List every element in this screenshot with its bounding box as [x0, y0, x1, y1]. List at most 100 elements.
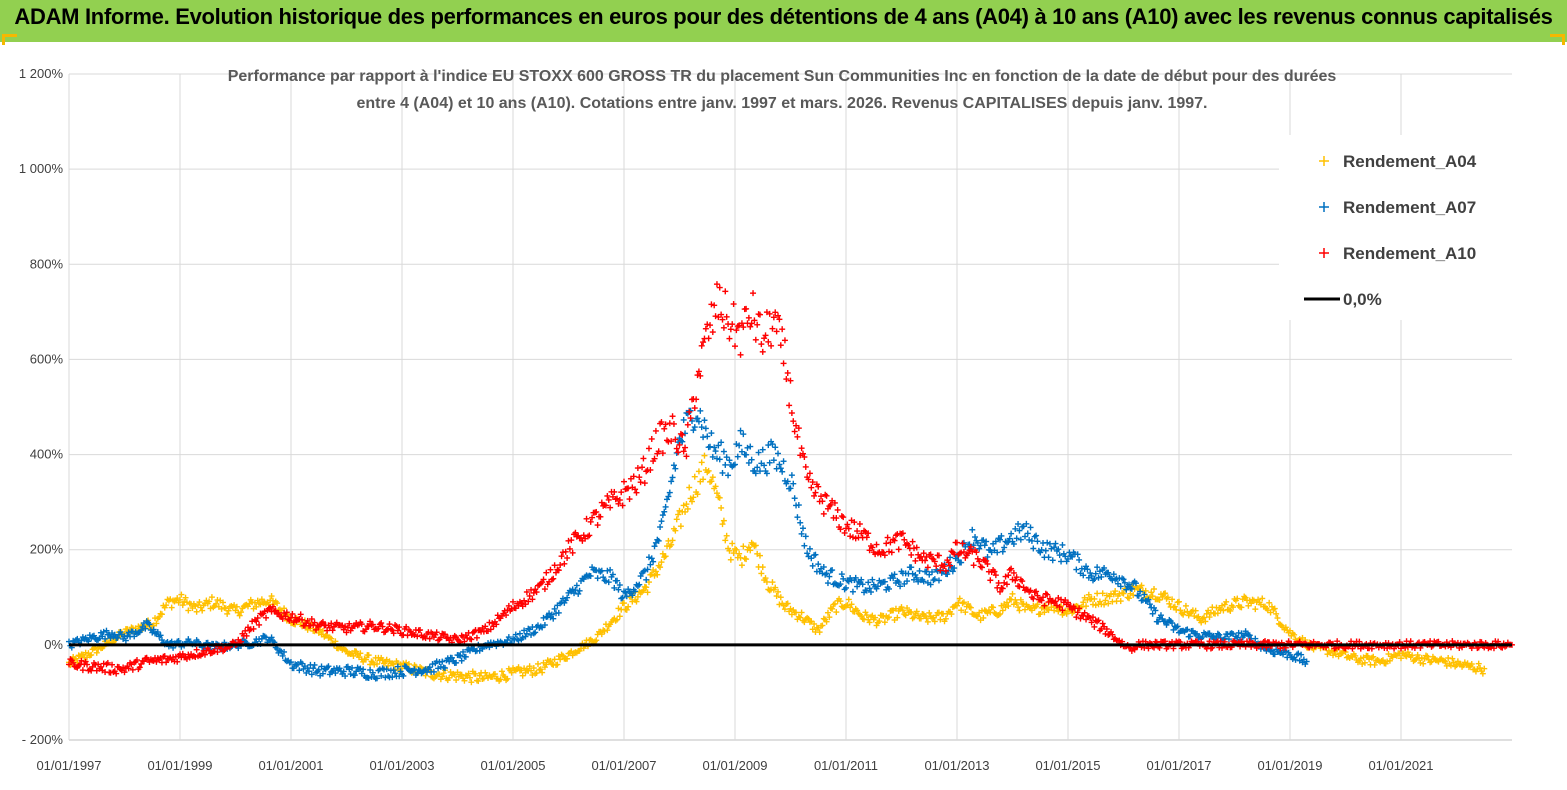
chart-title-line2: entre 4 (A04) et 10 ans (A10). Cotations… [357, 95, 1208, 112]
point-rendement-a04 [657, 564, 664, 571]
point-rendement-a04 [962, 609, 969, 616]
point-rendement-a04 [1142, 587, 1149, 594]
point-rendement-a04 [673, 516, 680, 523]
point-rendement-a04 [775, 588, 782, 595]
point-rendement-a04 [904, 605, 911, 612]
point-rendement-a04 [621, 600, 627, 607]
y-axis-ticks: 1 200% 1 000% 800% 600% 400% 200% 0% - 200% [19, 66, 64, 747]
legend-item: Rendement_A04 [1319, 152, 1477, 171]
point-rendement-a04 [1159, 594, 1166, 601]
point-rendement-a04 [508, 669, 515, 676]
point-rendement-a04 [1169, 596, 1176, 603]
point-rendement-a04 [684, 505, 691, 512]
point-rendement-a04 [683, 501, 690, 508]
point-rendement-a04 [956, 595, 963, 602]
point-rendement-a04 [733, 546, 740, 553]
point-rendement-a04 [551, 656, 558, 663]
point-rendement-a04 [1126, 595, 1133, 602]
point-rendement-a04 [1177, 607, 1184, 614]
y-tick-label: - 200% [22, 732, 64, 747]
point-rendement-a04 [1364, 652, 1371, 659]
point-rendement-a04 [756, 552, 763, 559]
x-tick-label: 01/01/2003 [369, 758, 434, 773]
y-tick-label: 1 200% [19, 66, 64, 81]
point-rendement-a04 [643, 584, 650, 591]
x-tick-label: 01/01/2009 [702, 758, 767, 773]
point-rendement-a04 [926, 609, 933, 616]
point-rendement-a04 [997, 610, 1004, 617]
point-rendement-a04 [274, 600, 281, 607]
point-rendement-a04 [974, 613, 981, 620]
point-rendement-a04 [1105, 600, 1112, 607]
point-rendement-a04 [1028, 607, 1035, 614]
point-rendement-a04 [183, 599, 190, 606]
point-rendement-a04 [623, 606, 630, 613]
legend-label: Rendement_A07 [1343, 198, 1476, 217]
point-rendement-a04 [690, 494, 697, 501]
x-tick-label: 01/01/2021 [1368, 758, 1433, 773]
point-rendement-a04 [405, 661, 412, 668]
point-rendement-a04 [913, 608, 920, 615]
point-rendement-a04 [1103, 592, 1110, 599]
legend-label: Rendement_A04 [1343, 152, 1477, 171]
point-rendement-a04 [615, 605, 622, 612]
point-rendement-a04 [269, 597, 276, 604]
point-rendement-a04 [1013, 599, 1020, 606]
point-rendement-a04 [453, 677, 460, 684]
point-rendement-a04 [192, 603, 199, 610]
point-rendement-a04 [88, 651, 95, 658]
point-rendement-a04 [709, 474, 716, 481]
point-rendement-a04 [677, 523, 684, 530]
point-rendement-a04 [1012, 596, 1019, 603]
point-rendement-a04 [178, 591, 185, 598]
y-tick-label: 0% [44, 637, 63, 652]
point-rendement-a04 [784, 600, 791, 607]
point-rendement-a04 [954, 602, 960, 609]
point-rendement-a04 [713, 490, 720, 497]
point-rendement-a04 [601, 628, 608, 635]
point-rendement-a04 [1182, 602, 1189, 609]
point-rendement-a04 [1110, 591, 1117, 598]
point-rendement-a04 [196, 599, 203, 606]
point-rendement-a04 [1120, 590, 1127, 597]
point-rendement-a04 [498, 668, 505, 675]
point-rendement-a04 [738, 562, 745, 569]
point-rendement-a04 [967, 604, 974, 611]
point-rendement-a04 [1016, 607, 1023, 614]
y-tick-label: 600% [30, 351, 64, 366]
point-rendement-a04 [199, 607, 206, 614]
frame-corner-top-left [2, 34, 17, 49]
point-rendement-a04 [168, 604, 175, 611]
point-rendement-a04 [1238, 604, 1245, 611]
point-rendement-a04 [833, 609, 840, 616]
point-rendement-a04 [1203, 610, 1210, 617]
point-rendement-a04 [208, 594, 215, 601]
point-rendement-a04 [698, 459, 705, 466]
point-rendement-a04 [730, 550, 737, 557]
point-rendement-a04 [908, 609, 915, 616]
y-tick-label: 1 000% [19, 161, 64, 176]
point-rendement-a04 [808, 618, 815, 625]
point-rendement-a04 [773, 593, 780, 600]
point-rendement-a04 [1151, 586, 1158, 593]
point-rendement-a04 [737, 554, 744, 561]
point-rendement-a04 [1219, 602, 1226, 609]
point-rendement-a04 [1037, 610, 1044, 617]
point-rendement-a04 [736, 550, 743, 557]
point-rendement-a04 [716, 494, 723, 501]
point-rendement-a04 [224, 610, 231, 617]
point-rendement-a04 [482, 669, 489, 676]
point-rendement-a04 [1048, 604, 1055, 611]
point-rendement-a04 [917, 615, 924, 622]
point-rendement-a04 [1274, 615, 1281, 622]
point-rendement-a04 [687, 495, 694, 502]
point-rendement-a04 [1164, 594, 1171, 601]
point-rendement-a04 [1015, 604, 1022, 611]
point-rendement-a04 [1162, 590, 1169, 597]
point-rendement-a04 [167, 596, 174, 603]
point-rendement-a04 [837, 598, 844, 605]
point-rendement-a04 [1234, 595, 1241, 602]
point-rendement-a04 [1117, 598, 1124, 605]
point-rendement-a04 [519, 672, 526, 679]
point-rendement-a04 [727, 556, 734, 563]
